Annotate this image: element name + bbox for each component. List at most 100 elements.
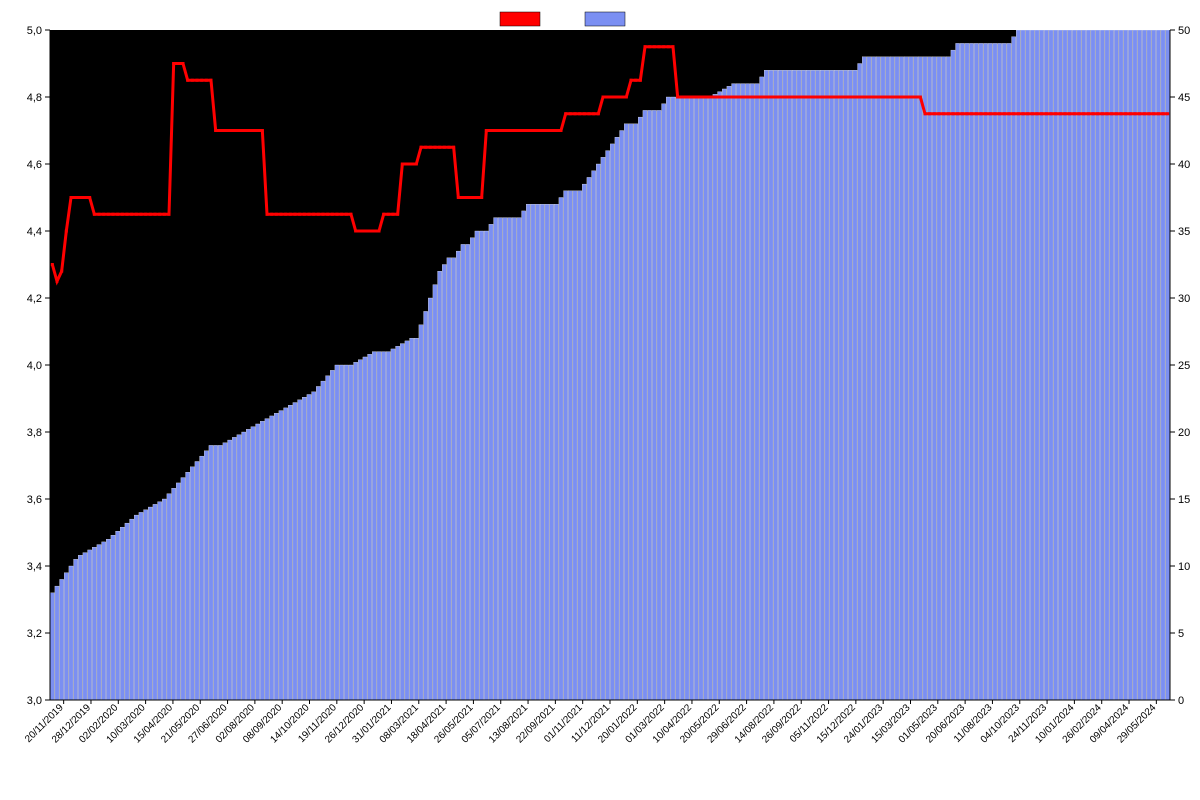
- line-marker: [676, 96, 679, 99]
- bar: [848, 70, 852, 700]
- chart-svg: 3,03,23,43,63,84,04,24,44,64,85,00510152…: [0, 0, 1200, 800]
- line-marker: [1106, 112, 1109, 115]
- bar: [312, 392, 316, 700]
- bar: [144, 510, 148, 700]
- line-marker: [294, 213, 297, 216]
- line-marker: [326, 213, 329, 216]
- bar: [788, 70, 792, 700]
- line-marker: [1017, 112, 1020, 115]
- line-marker: [1078, 112, 1081, 115]
- line-marker: [196, 79, 199, 82]
- line-marker: [112, 213, 115, 216]
- line-marker: [508, 129, 511, 132]
- bar: [260, 421, 264, 700]
- line-marker: [984, 112, 987, 115]
- bar: [410, 338, 414, 700]
- bar: [321, 381, 325, 700]
- bar: [414, 338, 418, 700]
- line-marker: [438, 146, 441, 149]
- bar: [195, 461, 199, 700]
- bar: [680, 97, 684, 700]
- bar: [704, 97, 708, 700]
- bar: [722, 89, 726, 700]
- line-marker: [924, 112, 927, 115]
- bar: [190, 467, 194, 700]
- bar: [50, 593, 54, 700]
- line-marker: [149, 213, 152, 216]
- line-marker: [700, 96, 703, 99]
- line-marker: [602, 96, 605, 99]
- bar: [830, 70, 834, 700]
- bar: [778, 70, 782, 700]
- line-marker: [1134, 112, 1137, 115]
- line-marker: [504, 129, 507, 132]
- line-marker: [336, 213, 339, 216]
- bar: [568, 191, 572, 700]
- y-tick-label-left: 4,6: [27, 159, 42, 171]
- y-tick-label-left: 4,8: [27, 92, 42, 104]
- bar: [881, 57, 885, 700]
- line-marker: [802, 96, 805, 99]
- line-marker: [172, 62, 175, 65]
- bar: [554, 204, 558, 700]
- bar: [993, 43, 997, 700]
- y-tick-label-right: 15: [1178, 494, 1190, 506]
- bar: [676, 97, 680, 700]
- bar: [951, 50, 955, 700]
- bar: [1030, 30, 1034, 700]
- bar: [1119, 30, 1123, 700]
- bar: [965, 43, 969, 700]
- bar: [438, 271, 442, 700]
- bar: [64, 573, 68, 700]
- line-marker: [877, 96, 880, 99]
- line-marker: [186, 79, 189, 82]
- line-marker: [70, 196, 73, 199]
- line-marker: [919, 96, 922, 99]
- line-marker: [252, 129, 255, 132]
- line-marker: [298, 213, 301, 216]
- bar: [1054, 30, 1058, 700]
- line-marker: [1022, 112, 1025, 115]
- bar: [508, 218, 512, 700]
- bar: [615, 137, 619, 700]
- bar: [942, 57, 946, 700]
- bar: [344, 365, 348, 700]
- y-tick-label-left: 3,8: [27, 427, 42, 439]
- line-marker: [98, 213, 101, 216]
- bar: [1086, 30, 1090, 700]
- bar: [629, 124, 633, 700]
- line-marker: [494, 129, 497, 132]
- line-marker: [242, 129, 245, 132]
- bar: [606, 151, 610, 700]
- line-marker: [270, 213, 273, 216]
- bar: [862, 57, 866, 700]
- line-marker: [429, 146, 432, 149]
- bar: [624, 124, 628, 700]
- bar: [844, 70, 848, 700]
- y-tick-label-right: 35: [1178, 226, 1190, 238]
- bar: [363, 357, 367, 700]
- line-marker: [1031, 112, 1034, 115]
- bar: [148, 507, 152, 700]
- line-marker: [392, 213, 395, 216]
- bar: [237, 435, 241, 700]
- line-marker: [840, 96, 843, 99]
- bar: [424, 311, 428, 700]
- bar: [1049, 30, 1053, 700]
- line-marker: [434, 146, 437, 149]
- bar: [694, 97, 698, 700]
- bar: [316, 386, 320, 700]
- line-marker: [690, 96, 693, 99]
- line-marker: [158, 213, 161, 216]
- bar: [666, 97, 670, 700]
- bar: [690, 97, 694, 700]
- line-marker: [396, 213, 399, 216]
- line-marker: [1087, 112, 1090, 115]
- line-marker: [886, 96, 889, 99]
- bar: [172, 488, 176, 700]
- line-marker: [200, 79, 203, 82]
- bar: [475, 231, 479, 700]
- bar: [102, 542, 106, 700]
- line-marker: [56, 280, 59, 283]
- bar: [447, 258, 451, 700]
